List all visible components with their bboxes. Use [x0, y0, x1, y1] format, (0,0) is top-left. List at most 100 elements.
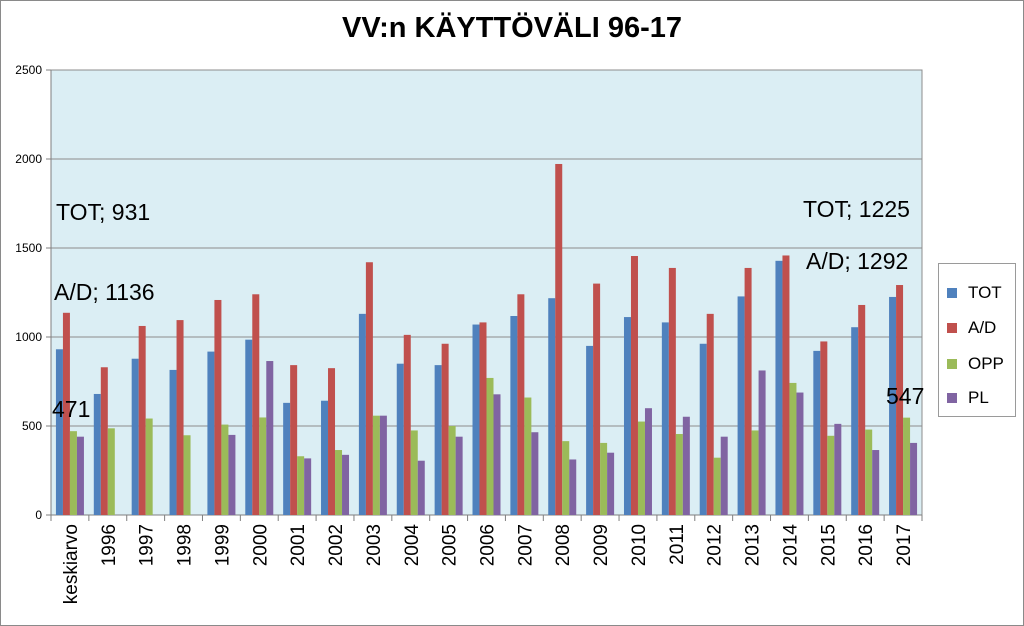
bar-ad-2010 — [630, 256, 638, 515]
bar-ad-2005 — [441, 343, 449, 515]
bar-ad-2012 — [706, 313, 714, 515]
legend-item-ad: A/D — [947, 318, 996, 338]
legend-label-ad: A/D — [968, 318, 997, 337]
legend: TOT A/D OPP PL — [938, 263, 1016, 417]
x-tick-label: 2002 — [326, 524, 347, 566]
bar-pl-2005 — [455, 436, 463, 515]
bar-tot-2001 — [283, 402, 291, 515]
bar-tot-2003 — [358, 313, 366, 515]
bar-ad-2002 — [328, 368, 336, 515]
x-tick-label: 2015 — [818, 524, 839, 566]
bar-opp-2015 — [827, 435, 835, 515]
annotation-tot-average: TOT; 931 — [56, 199, 151, 225]
bar-ad-2015 — [820, 341, 828, 515]
bar-ad-keskiarvo — [62, 312, 70, 515]
legend-swatch-tot — [947, 288, 957, 298]
bar-pl-2004 — [417, 460, 425, 515]
bar-pl-2006 — [493, 394, 501, 515]
x-tick-label: 2009 — [591, 524, 612, 566]
bar-pl-2014 — [796, 392, 804, 515]
annotation-tot-2017: TOT; 1225 — [803, 196, 910, 222]
x-tick-label: 2005 — [440, 524, 461, 566]
x-tick-label: keskiarvo — [61, 524, 82, 604]
bar-tot-2007 — [510, 315, 518, 515]
bar-tot-2016 — [851, 327, 859, 515]
x-tick-label: 2006 — [478, 524, 499, 566]
x-tick-label: 1999 — [212, 524, 233, 566]
bar-tot-1999 — [207, 351, 215, 515]
bar-opp-2002 — [335, 450, 343, 515]
bar-ad-2009 — [593, 283, 601, 515]
bar-ad-2008 — [555, 163, 563, 515]
bar-opp-2017 — [903, 417, 911, 515]
annotation-ad-2017: A/D; 1292 — [806, 248, 909, 274]
bar-opp-2012 — [713, 457, 721, 515]
annotation-ad-average: A/D; 1136 — [54, 279, 155, 305]
bar-pl-2002 — [342, 454, 350, 515]
bar-ad-2016 — [858, 304, 866, 515]
bar-ad-2017 — [896, 285, 904, 515]
bar-opp-2008 — [562, 441, 570, 515]
bar-opp-1999 — [221, 424, 229, 515]
y-tick-label: 500 — [22, 419, 42, 433]
bar-opp-2013 — [751, 430, 759, 515]
bar-opp-2016 — [865, 429, 873, 515]
legend-swatch-opp — [947, 359, 957, 369]
annotation-opp-average: 471 — [52, 396, 91, 422]
legend-item-pl: PL — [947, 388, 989, 408]
legend-item-tot: TOT — [947, 283, 1002, 303]
bar-tot-keskiarvo — [55, 349, 63, 515]
bar-tot-2000 — [245, 339, 253, 515]
bar-tot-2012 — [699, 343, 707, 515]
x-tick-label: 2016 — [856, 524, 877, 566]
bar-tot-2005 — [434, 365, 442, 515]
bar-ad-2011 — [668, 267, 676, 515]
bar-tot-1996 — [93, 393, 101, 515]
legend-swatch-ad — [947, 323, 957, 333]
bar-pl-keskiarvo — [76, 436, 84, 515]
x-tick-label: 2001 — [288, 524, 309, 566]
bar-pl-2009 — [607, 452, 615, 515]
bar-tot-2004 — [396, 363, 404, 515]
x-tick-label: 2003 — [364, 524, 385, 566]
bar-pl-2010 — [644, 408, 652, 515]
bar-opp-2006 — [486, 377, 494, 515]
bar-ad-2006 — [479, 322, 487, 515]
chart-title: VV:n KÄYTTÖVÄLI 96-17 — [341, 12, 682, 44]
bar-ad-1997 — [138, 325, 146, 515]
bar-tot-1998 — [169, 369, 177, 515]
bar-opp-keskiarvo — [69, 431, 77, 515]
bar-ad-2003 — [365, 262, 373, 515]
bar-opp-2011 — [675, 434, 683, 515]
bar-opp-2010 — [637, 421, 645, 515]
bar-opp-2000 — [259, 417, 267, 515]
x-tick-label: 2004 — [402, 524, 423, 567]
y-tick-label: 0 — [35, 508, 42, 522]
bar-tot-2017 — [889, 296, 897, 515]
bar-ad-1998 — [176, 320, 184, 515]
bar-opp-1996 — [107, 428, 115, 515]
bar-opp-2001 — [297, 456, 305, 515]
bar-ad-2013 — [744, 267, 752, 515]
bar-pl-1999 — [228, 434, 236, 515]
bar-tot-2008 — [548, 298, 556, 515]
y-tick-label: 1500 — [15, 241, 42, 255]
bar-opp-2007 — [524, 397, 532, 515]
bar-pl-2003 — [379, 415, 387, 515]
bar-tot-2010 — [623, 317, 631, 515]
bar-pl-2008 — [569, 459, 577, 515]
bar-pl-2017 — [910, 442, 918, 515]
bar-opp-1998 — [183, 435, 191, 515]
bar-pl-2000 — [266, 361, 274, 515]
bar-ad-2007 — [517, 294, 525, 515]
bar-opp-2014 — [789, 382, 797, 515]
bar-tot-1997 — [131, 358, 139, 515]
bar-pl-2011 — [682, 416, 690, 515]
y-tick-label: 2500 — [15, 63, 42, 77]
bar-tot-2011 — [661, 322, 669, 515]
x-tick-label: 2012 — [705, 524, 726, 566]
legend-label-opp: OPP — [968, 354, 1004, 373]
bar-tot-2013 — [737, 296, 745, 515]
bar-ad-2001 — [290, 365, 298, 515]
bar-opp-2005 — [448, 426, 456, 515]
